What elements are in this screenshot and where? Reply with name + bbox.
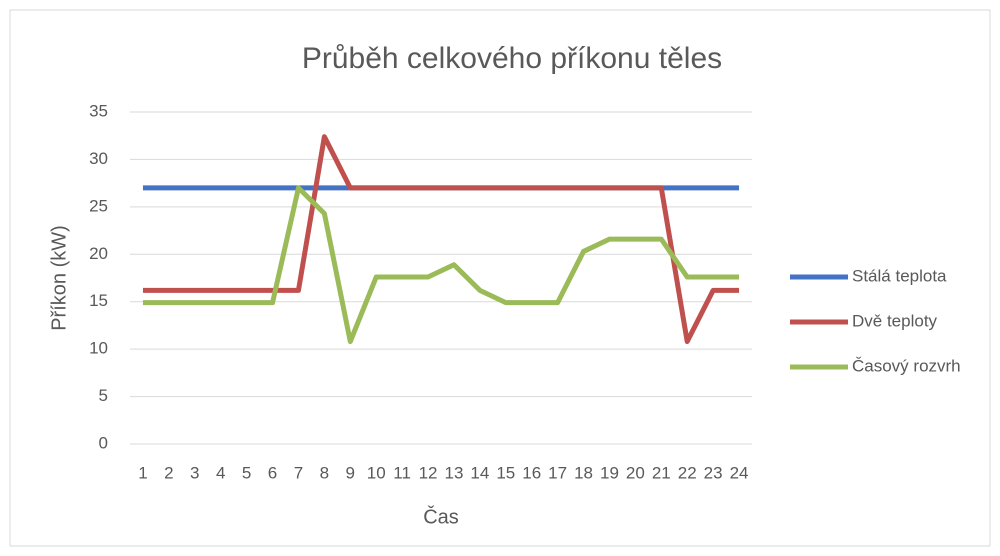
legend-label: Dvě teploty [852, 311, 938, 330]
y-axis-label: Příkon (kW) [48, 225, 70, 331]
series-line [142, 185, 740, 345]
legend-label: Stálá teplota [852, 266, 947, 285]
y-tick-label: 15 [89, 291, 108, 310]
x-tick-label: 9 [346, 463, 355, 482]
y-tick-label: 25 [89, 196, 108, 215]
y-tick-label: 0 [99, 433, 108, 452]
x-tick-label: 11 [393, 463, 411, 482]
x-tick-label: 19 [600, 463, 619, 482]
x-tick-label: 24 [730, 463, 749, 482]
y-tick-label: 10 [89, 339, 108, 358]
y-tick-label: 5 [99, 386, 108, 405]
x-tick-label: 7 [294, 463, 303, 482]
x-tick-label: 6 [268, 463, 277, 482]
x-tick-label: 4 [216, 463, 225, 482]
x-tick-label: 18 [574, 463, 593, 482]
x-tick-label: 17 [548, 463, 567, 482]
x-tick-label: 3 [190, 463, 199, 482]
series-line [142, 134, 740, 345]
x-tick-label: 2 [164, 463, 173, 482]
legend-label: Časový rozvrh [852, 356, 961, 375]
x-tick-label: 20 [626, 463, 645, 482]
x-tick-label: 21 [652, 463, 671, 482]
x-tick-label: 12 [419, 463, 438, 482]
x-tick-label: 1 [138, 463, 147, 482]
x-axis-label: Čas [423, 505, 459, 528]
x-tick-label: 8 [320, 463, 329, 482]
x-tick-label: 13 [444, 463, 463, 482]
x-tick-label: 23 [704, 463, 723, 482]
x-tick-label: 22 [678, 463, 697, 482]
x-tick-label: 5 [242, 463, 251, 482]
y-tick-label: 30 [89, 149, 108, 168]
x-tick-label: 10 [367, 463, 386, 482]
x-tick-label: 15 [496, 463, 515, 482]
y-tick-label: 20 [89, 244, 108, 263]
x-tick-label: 14 [470, 463, 489, 482]
x-tick-label: 16 [522, 463, 541, 482]
chart-title: Průběh celkového příkonu těles [302, 42, 722, 75]
y-tick-label: 35 [89, 101, 108, 120]
